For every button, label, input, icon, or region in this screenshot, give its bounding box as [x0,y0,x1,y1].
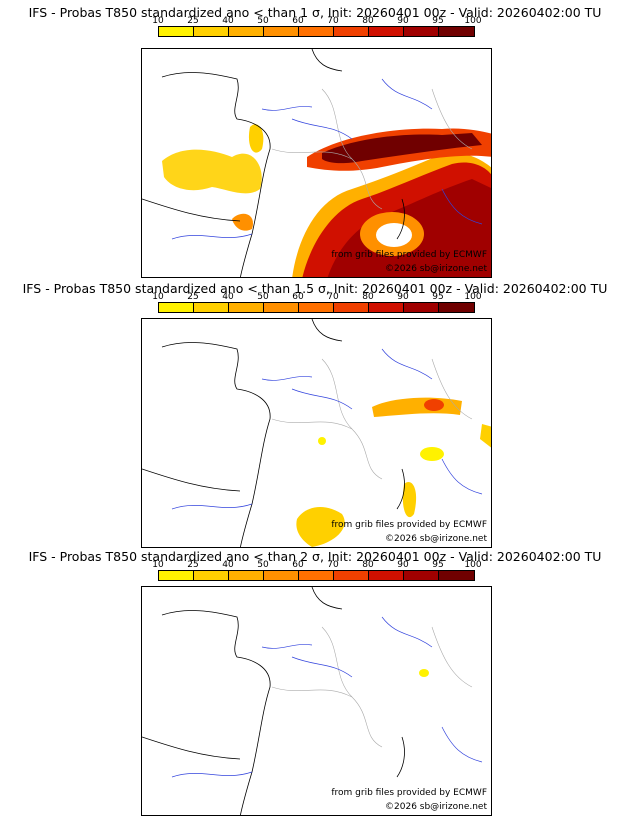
colorbar-swatch [439,27,474,36]
borders [271,88,473,210]
colorbar-swatch [404,571,439,580]
colorbar-swatch [334,303,369,312]
colorbar-swatch [369,303,404,312]
colorbar-swatch [439,303,474,312]
tick-label: 70 [327,292,339,302]
colorbar-swatch [264,27,299,36]
tick-label: 90 [397,292,409,302]
coastlines [142,49,405,277]
colorbar-swatch [299,571,334,580]
tick-label: 40 [222,560,234,570]
tick-label: 70 [327,16,339,26]
colorbar [158,26,475,37]
borders [271,626,473,748]
colorbar-swatch [194,571,229,580]
tick-label: 95 [432,16,444,26]
panel-title: IFS - Probas T850 standardized ano < tha… [22,281,608,296]
tick-label: 50 [257,292,269,302]
rivers [171,348,483,510]
probability-field [162,124,491,277]
colorbar-ticks: 10 25 40 50 60 70 80 90 95 100 [152,16,492,26]
map-area[interactable]: from grib files provided by ECMWF ©2026 … [141,586,492,816]
colorbar [158,570,475,581]
credit-copyright: ©2026 sb@irizone.net [385,802,487,812]
colorbar-swatch [264,303,299,312]
tick-label: 10 [152,16,164,26]
coastlines [142,587,405,815]
tick-label: 60 [292,560,304,570]
tick-label: 90 [397,560,409,570]
colorbar-ticks: 10 25 40 50 60 70 80 90 95 100 [152,292,492,302]
tick-label: 40 [222,292,234,302]
credit-source: from grib files provided by ECMWF [331,520,487,530]
colorbar-swatch [194,27,229,36]
credit-copyright: ©2026 sb@irizone.net [385,534,487,544]
credit-source: from grib files provided by ECMWF [331,250,487,260]
tick-label: 80 [362,560,374,570]
colorbar-ticks: 10 25 40 50 60 70 80 90 95 100 [152,560,492,570]
colorbar-swatch [299,303,334,312]
tick-label: 10 [152,560,164,570]
map-graphic [142,49,491,277]
colorbar-swatch [299,27,334,36]
map-graphic [142,587,483,815]
probability-field [296,397,491,547]
colorbar-swatch [334,27,369,36]
map-area[interactable]: from grib files provided by ECMWF ©2026 … [141,48,492,278]
colorbar-swatch [229,27,264,36]
colorbar-swatch [439,571,474,580]
map-graphic [142,319,491,547]
rivers [171,78,483,240]
tick-label: 100 [464,560,482,570]
colorbar-swatch [369,27,404,36]
tick-label: 50 [257,560,269,570]
colorbar-swatch [229,571,264,580]
tick-label: 60 [292,292,304,302]
colorbar-swatch [334,571,369,580]
tick-label: 100 [464,292,482,302]
tick-label: 70 [327,560,339,570]
tick-label: 25 [187,560,199,570]
tick-label: 40 [222,16,234,26]
credit-source: from grib files provided by ECMWF [331,788,487,798]
colorbar-swatch [404,27,439,36]
colorbar-swatch [194,303,229,312]
tick-label: 50 [257,16,269,26]
colorbar-swatch [159,303,194,312]
tick-label: 60 [292,16,304,26]
tick-label: 95 [432,292,444,302]
probability-field [419,669,429,677]
colorbar-swatch [159,571,194,580]
credit-copyright: ©2026 sb@irizone.net [385,264,487,274]
map-area[interactable]: from grib files provided by ECMWF ©2026 … [141,318,492,548]
tick-label: 80 [362,292,374,302]
colorbar-swatch [369,571,404,580]
colorbar [158,302,475,313]
tick-label: 90 [397,16,409,26]
tick-label: 25 [187,16,199,26]
tick-label: 10 [152,292,164,302]
coastlines [142,319,405,547]
tick-label: 80 [362,16,374,26]
tick-label: 95 [432,560,444,570]
colorbar-swatch [404,303,439,312]
colorbar-swatch [229,303,264,312]
panel-title: IFS - Probas T850 standardized ano < tha… [28,549,602,564]
borders [271,358,473,480]
rivers [171,616,483,778]
tick-label: 25 [187,292,199,302]
colorbar-swatch [264,571,299,580]
tick-label: 100 [464,16,482,26]
colorbar-swatch [159,27,194,36]
panel-title: IFS - Probas T850 standardized ano < tha… [28,5,602,20]
